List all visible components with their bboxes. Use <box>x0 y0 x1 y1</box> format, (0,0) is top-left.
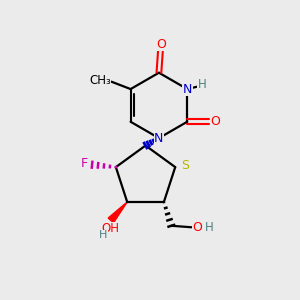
Text: OH: OH <box>101 222 119 235</box>
Text: H: H <box>99 230 107 240</box>
Text: CH₃: CH₃ <box>89 74 111 87</box>
Text: O: O <box>156 38 166 51</box>
Text: H: H <box>198 78 206 91</box>
Text: F: F <box>81 157 88 170</box>
Text: N: N <box>182 82 192 96</box>
Text: O: O <box>210 115 220 128</box>
Text: O: O <box>193 221 202 234</box>
Text: S: S <box>181 159 189 172</box>
Polygon shape <box>108 202 127 223</box>
Text: N: N <box>154 132 164 145</box>
Text: H: H <box>204 221 213 234</box>
